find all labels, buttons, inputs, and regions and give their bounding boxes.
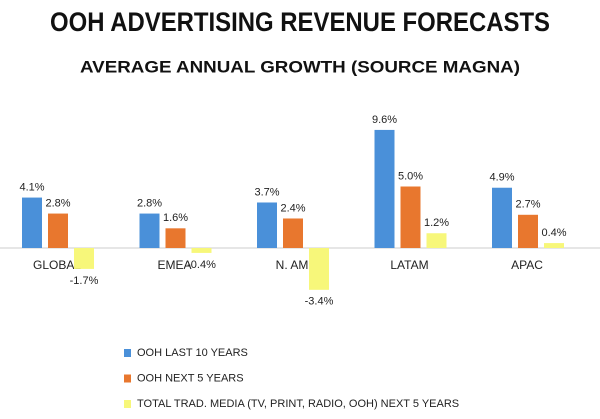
- value-label: 9.6%: [372, 114, 397, 126]
- legend-swatch: [124, 349, 131, 357]
- bar: [22, 197, 42, 248]
- bar: [544, 243, 564, 248]
- legend-swatch: [124, 400, 131, 408]
- bar: [518, 214, 538, 248]
- bar: [309, 248, 329, 290]
- value-label: 3.7%: [254, 186, 279, 198]
- legend-label: TOTAL TRAD. MEDIA (TV, PRINT, RADIO, OOH…: [137, 398, 459, 410]
- value-label: 5.0%: [398, 170, 423, 182]
- bar: [400, 186, 421, 248]
- chart-title: OOH ADVERTISING REVENUE FORECASTS: [50, 7, 550, 37]
- x-tick-label: GLOBAL: [33, 258, 81, 272]
- bar: [374, 129, 395, 248]
- x-tick-label: N. AM: [276, 258, 309, 272]
- bar: [191, 248, 212, 253]
- x-tick-label: EMEA: [157, 258, 191, 272]
- value-label: 4.1%: [19, 181, 44, 193]
- value-label: 1.2%: [424, 217, 449, 229]
- legend-swatch: [124, 374, 131, 383]
- bar: [48, 213, 68, 248]
- bar: [257, 202, 277, 248]
- x-tick-label: APAC: [511, 258, 543, 272]
- value-label: 2.7%: [515, 199, 540, 211]
- value-label: 0.4%: [541, 227, 566, 239]
- bar: [492, 187, 512, 248]
- value-label: 2.8%: [45, 197, 70, 209]
- x-tick-label: LATAM: [390, 258, 428, 272]
- legend-label: OOH NEXT 5 YEARS: [137, 372, 244, 384]
- legend-label: OOH LAST 10 YEARS: [137, 347, 248, 359]
- value-label: 2.4%: [280, 202, 305, 214]
- value-label: 4.9%: [489, 172, 514, 184]
- bar: [139, 213, 160, 248]
- value-label: 2.8%: [137, 197, 162, 209]
- chart-subtitle: AVERAGE ANNUAL GROWTH (SOURCE MAGNA): [80, 57, 520, 76]
- bar: [165, 228, 186, 248]
- bar: [74, 248, 94, 269]
- bar: [283, 218, 303, 248]
- value-label: -3.4%: [305, 296, 334, 308]
- bar: [426, 233, 447, 248]
- value-label: 1.6%: [163, 212, 188, 224]
- value-label: -1.7%: [70, 275, 99, 287]
- value-label: -0.4%: [187, 259, 216, 271]
